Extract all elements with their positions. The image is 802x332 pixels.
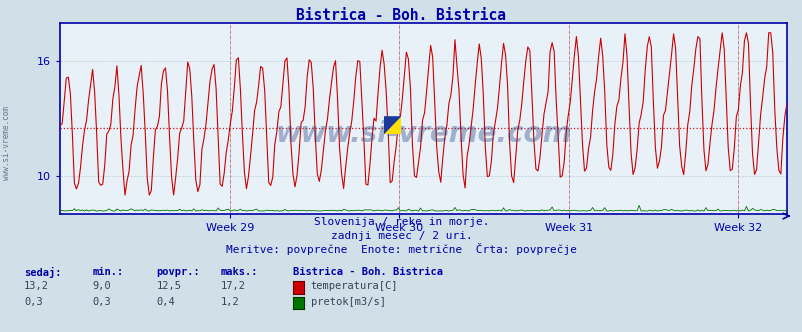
- Text: Bistrica - Boh. Bistrica: Bistrica - Boh. Bistrica: [296, 8, 506, 23]
- Text: 0,3: 0,3: [92, 297, 111, 307]
- Text: sedaj:: sedaj:: [24, 267, 62, 278]
- Text: maks.:: maks.:: [221, 267, 258, 277]
- Text: zadnji mesec / 2 uri.: zadnji mesec / 2 uri.: [330, 231, 472, 241]
- Text: temperatura[C]: temperatura[C]: [310, 281, 398, 290]
- Text: 17,2: 17,2: [221, 281, 245, 290]
- Text: 9,0: 9,0: [92, 281, 111, 290]
- Text: www.si-vreme.com: www.si-vreme.com: [275, 120, 571, 148]
- Polygon shape: [383, 116, 401, 134]
- Text: 0,3: 0,3: [24, 297, 43, 307]
- Text: Bistrica - Boh. Bistrica: Bistrica - Boh. Bistrica: [293, 267, 443, 277]
- Text: povpr.:: povpr.:: [156, 267, 200, 277]
- Text: 13,2: 13,2: [24, 281, 49, 290]
- Text: www.si-vreme.com: www.si-vreme.com: [2, 106, 11, 180]
- Text: 1,2: 1,2: [221, 297, 239, 307]
- Text: 12,5: 12,5: [156, 281, 181, 290]
- Text: Slovenija / reke in morje.: Slovenija / reke in morje.: [314, 217, 488, 227]
- Text: pretok[m3/s]: pretok[m3/s]: [310, 297, 385, 307]
- Polygon shape: [383, 116, 401, 134]
- Text: min.:: min.:: [92, 267, 124, 277]
- Text: Meritve: povprečne  Enote: metrične  Črta: povprečje: Meritve: povprečne Enote: metrične Črta:…: [225, 243, 577, 255]
- Text: 0,4: 0,4: [156, 297, 175, 307]
